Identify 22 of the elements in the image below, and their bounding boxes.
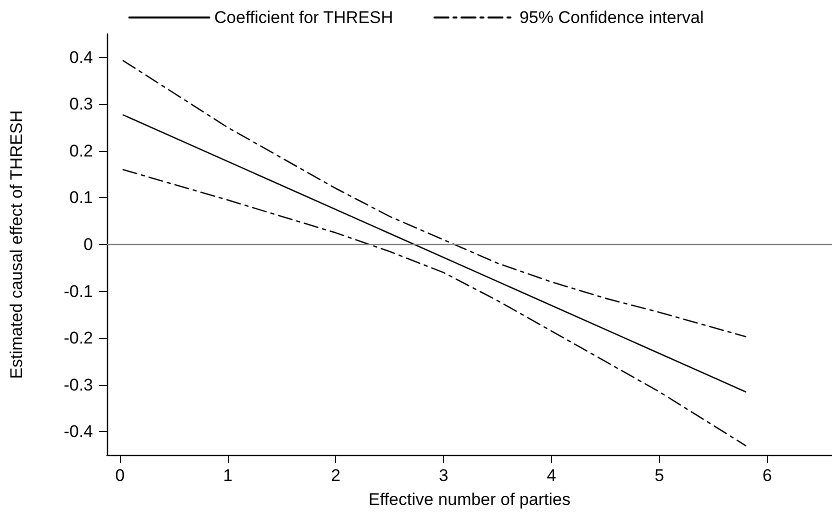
x-tick-label: 6 xyxy=(762,466,772,485)
y-tick-label: -0.1 xyxy=(64,282,93,301)
x-axis-title: Effective number of parties xyxy=(368,490,570,509)
y-tick-label: 0.4 xyxy=(69,48,93,67)
y-tick-label: 0.1 xyxy=(69,188,93,208)
y-tick-label: -0.4 xyxy=(64,422,93,442)
x-tick-label: 1 xyxy=(223,466,233,485)
x-tick-label: 5 xyxy=(654,466,664,485)
y-tick-label: 0.2 xyxy=(69,141,93,160)
y-axis-title: Estimated causal effect of THRESH xyxy=(7,110,26,379)
legend-label: Coefficient for THRESH xyxy=(214,8,394,27)
y-tick-label: -0.2 xyxy=(64,328,93,348)
y-tick-label: -0.3 xyxy=(64,375,93,394)
y-tick-label: 0 xyxy=(84,235,93,254)
legend-label: 95% Confidence interval xyxy=(519,8,704,27)
x-tick-label: 3 xyxy=(438,466,448,485)
x-tick-label: 4 xyxy=(546,466,556,485)
line-series xyxy=(122,169,746,446)
y-tick-label: 0.3 xyxy=(69,94,93,114)
x-tick-label: 0 xyxy=(115,466,125,485)
x-tick-label: 2 xyxy=(330,466,340,485)
line-series xyxy=(122,60,746,338)
